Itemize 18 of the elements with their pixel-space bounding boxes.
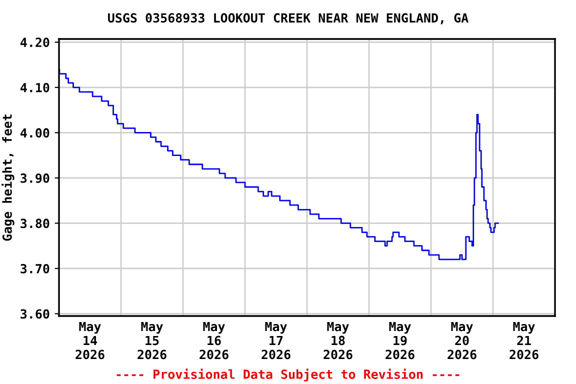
x-tick-label: May 19 2026 [386,322,414,360]
y-tick-label: 4.10 [20,82,50,92]
x-tick-label: May 18 2026 [324,322,352,360]
y-tick-label: 4.20 [20,38,50,48]
x-tick-label: May 20 2026 [448,322,476,360]
y-tick-label: 4.00 [20,128,50,138]
x-tick-label: May 14 2026 [76,322,104,360]
y-tick-label: 3.80 [20,218,50,228]
x-tick-label: May 16 2026 [200,322,228,360]
x-tick-label: May 15 2026 [138,322,166,360]
y-axis-title: Gage height, feet [2,114,14,241]
x-tick-label: May 17 2026 [262,322,290,360]
text: ---- Provisional Data Subject to Revision ---- [116,368,460,382]
y-tick-label: 3.90 [20,173,50,183]
y-tick-label: 3.60 [20,309,50,319]
chart-title: USGS 03568933 LOOKOUT CREEK NEAR NEW ENGLAND, GA [108,13,468,24]
y-tick-label: 3.70 [20,264,50,274]
x-tick-label: May 21 2026 [510,322,538,360]
